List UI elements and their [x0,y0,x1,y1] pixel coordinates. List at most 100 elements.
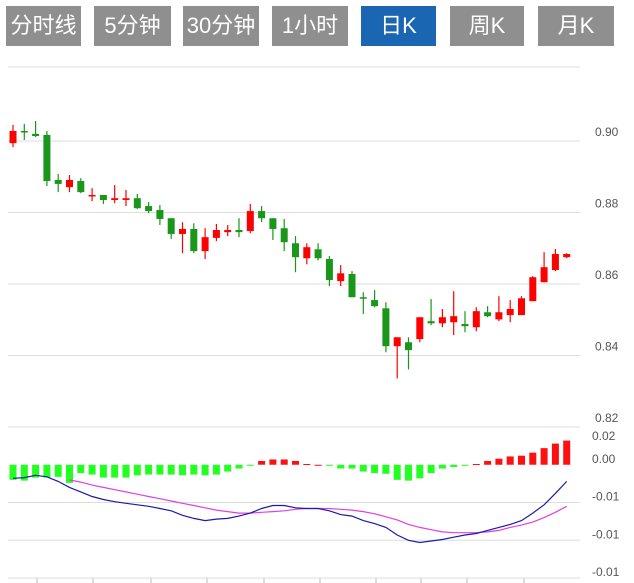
candle-body [325,258,333,281]
macd-bar [133,464,141,476]
macd-bar [32,464,40,478]
candle-body [416,317,424,340]
macd-bar [393,464,401,480]
candle-body [224,230,232,233]
macd-bar [450,464,458,468]
candle-body [66,179,73,188]
tab-30min[interactable]: 30分钟 [183,6,259,46]
macd-axis-labels: 0.02 0.00 -0.01 -0.01 -0.01 [592,429,620,579]
macd-bar [258,460,266,465]
candle-body [382,308,390,347]
candle-body [88,194,96,197]
macd-bar [325,464,333,466]
price-tick-label: 0.90 [595,125,619,139]
candle-body [540,267,548,283]
candle-body [145,206,153,212]
candle-body [246,211,254,232]
macd-bar [190,464,198,475]
macd-bar [224,464,232,472]
candle-body [495,312,503,320]
tab-daily-k[interactable]: 日K [361,6,436,46]
macd-grid [8,426,580,579]
macd-bar [246,464,254,466]
candle-body [461,324,469,327]
candle-body [303,247,311,259]
candle-body [529,277,537,302]
candle-body [472,311,480,328]
tab-5min[interactable]: 5分钟 [94,6,171,46]
candle-body [111,198,119,200]
candle-body [9,130,17,144]
macd-bar [292,460,299,465]
candle-body [77,181,85,193]
candle-body [405,342,412,351]
macd-bar [54,464,62,477]
macd-bar [167,464,175,475]
candle-body [292,243,299,258]
candle-body [484,312,492,317]
macd-tick-label: -0.01 [592,527,620,541]
macd-bar [495,458,503,465]
macd-bar [235,464,243,469]
macd-bar [416,464,424,479]
macd-bar [359,464,367,472]
candle-body [393,337,401,347]
candle-body [54,179,62,184]
candle-body [563,253,571,258]
candle-body [359,297,367,299]
macd-bar [179,464,186,476]
macd-bar [405,464,412,481]
tab-weekly-k[interactable]: 周K [450,6,524,46]
price-tick-label: 0.88 [595,197,619,211]
candle-body [269,218,277,229]
candle-body [212,230,220,238]
candle-body [99,194,107,200]
macd-bar [201,464,209,476]
macd-bar [314,464,322,466]
price-tick-label: 0.84 [595,340,619,354]
macd-bar [371,464,379,474]
macd-bar [156,464,164,475]
candle-body [348,273,356,298]
macd-bar [111,464,119,478]
macd-bar [145,464,153,475]
candle-body [133,198,141,209]
candle-body [167,218,175,234]
macd-bar [99,464,107,478]
tab-1hour[interactable]: 1小时 [272,6,348,46]
macd-bar [563,440,571,465]
macd-bar [461,464,469,466]
macd-bar [518,455,525,465]
candle-body [43,134,51,182]
candle-body [280,228,288,243]
macd-tick-label: -0.01 [592,565,620,579]
candle-body [427,321,435,324]
macd-bar [303,463,311,465]
macd-bar [472,463,480,465]
macd-bar [529,452,537,465]
price-tick-label: 0.86 [595,268,619,282]
tab-monthly-k[interactable]: 月K [538,6,614,46]
macd-bar [88,464,96,475]
macd-bar [348,464,356,469]
macd-bar [438,464,446,469]
candle-body [156,209,164,219]
macd-bar [382,464,390,474]
macd-bar [77,464,85,474]
macd-bar [506,456,514,465]
x-axis [8,577,580,583]
macd-bar [212,464,220,475]
macd-bar [280,459,288,465]
candle-body [518,298,525,316]
macd-bar [269,459,277,465]
candle-body [179,228,186,234]
macd-bar [66,464,73,483]
macd-bar [20,464,28,481]
candlesticks [9,120,571,379]
tab-intraday[interactable]: 分时线 [6,6,81,46]
macd-tick-label: -0.01 [592,490,620,504]
macd-bar [43,464,51,478]
candle-body [235,230,243,233]
macd-bar [427,464,435,474]
